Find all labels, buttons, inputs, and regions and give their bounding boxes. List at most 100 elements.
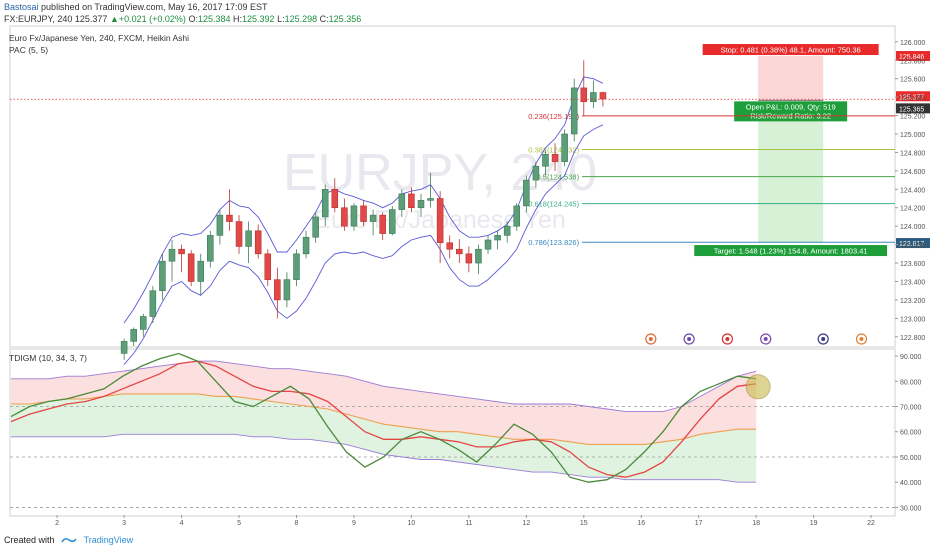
candle-body bbox=[331, 189, 339, 209]
candle-body bbox=[408, 193, 415, 209]
event-markers[interactable] bbox=[645, 333, 868, 345]
candle bbox=[446, 235, 453, 259]
stop-zone[interactable] bbox=[758, 56, 824, 101]
stop-label-box bbox=[702, 44, 879, 56]
candle bbox=[264, 249, 272, 287]
low-label: L: bbox=[277, 14, 285, 24]
candle-body bbox=[570, 87, 578, 135]
candle bbox=[408, 187, 415, 213]
price-tick-label: 124.600 bbox=[900, 169, 925, 176]
candle-body bbox=[216, 214, 224, 236]
candle bbox=[293, 249, 300, 287]
candle-body bbox=[293, 253, 300, 280]
time-tick-label: 15 bbox=[580, 520, 588, 527]
tdi-signal-line bbox=[10, 360, 757, 478]
candle bbox=[312, 212, 319, 243]
entry-price-axis-label-box bbox=[896, 103, 930, 114]
candle bbox=[561, 129, 568, 167]
candle-body bbox=[178, 248, 185, 255]
fib-level-label: 0.382(124.832) bbox=[528, 145, 579, 154]
candle bbox=[369, 209, 377, 236]
price-tick-label: 123.400 bbox=[900, 279, 925, 286]
candle-body bbox=[465, 253, 473, 264]
tdi-tick-label: 70.000 bbox=[900, 405, 922, 412]
candle bbox=[226, 189, 233, 231]
open-value: 125.384 bbox=[197, 14, 231, 24]
candle-body bbox=[551, 153, 559, 162]
candle bbox=[254, 224, 262, 259]
entry-price-axis-label: 125.365 bbox=[899, 106, 924, 113]
candle-body bbox=[140, 316, 147, 330]
candle-body bbox=[446, 242, 453, 250]
tdi-indicator-label[interactable]: TDIGM (10, 34, 3, 7) bbox=[9, 353, 87, 363]
candle-body bbox=[254, 230, 262, 255]
target-price-axis-label: 123.817 bbox=[899, 241, 924, 248]
candle-body bbox=[321, 189, 329, 218]
candle bbox=[580, 60, 588, 116]
candle bbox=[360, 200, 367, 227]
time-tick-label: 11 bbox=[465, 520, 472, 527]
candle-body bbox=[379, 214, 386, 234]
pac-indicator-label[interactable]: PAC (5, 5) bbox=[9, 45, 49, 55]
candle bbox=[331, 178, 339, 213]
candle bbox=[341, 198, 348, 231]
price-axis[interactable]: 126.000 125.800 125.600 125.400 125.200 125.0… bbox=[895, 40, 925, 342]
tdi-axis[interactable]: 90.000 80.000 70.000 60.000 50.000 40.000 30.0… bbox=[895, 354, 922, 512]
candle-body bbox=[398, 193, 406, 210]
time-axis[interactable]: 2 3 4 5 8 9 10 11 12 15 16 17 18 19 22 bbox=[55, 515, 875, 527]
time-tick-label: 16 bbox=[637, 520, 645, 527]
fib-level-label: 0.236(125.196) bbox=[528, 112, 579, 121]
time-tick-label: 22 bbox=[867, 520, 875, 527]
price-tick-label: 125.600 bbox=[900, 77, 925, 84]
candle bbox=[168, 240, 176, 282]
high-label: H: bbox=[233, 14, 243, 24]
price-tick-label: 125.400 bbox=[900, 95, 925, 102]
target-zone[interactable] bbox=[758, 100, 824, 244]
candle-body bbox=[599, 92, 607, 100]
candle bbox=[130, 327, 137, 346]
candle bbox=[417, 193, 425, 217]
up-arrow-icon: ▲ bbox=[109, 14, 119, 24]
time-tick-label: 12 bbox=[522, 520, 530, 527]
tdi-middle-line bbox=[11, 393, 757, 445]
low-value: 125.298 bbox=[284, 14, 318, 24]
candle bbox=[456, 239, 463, 264]
candle-body bbox=[532, 165, 540, 181]
close-value: 125.356 bbox=[328, 14, 362, 24]
candle bbox=[465, 246, 473, 273]
time-tick-label: 5 bbox=[237, 520, 241, 527]
author-link[interactable]: Bastosai bbox=[4, 2, 39, 12]
time-tick-label: 8 bbox=[295, 520, 299, 527]
event-marker-dot bbox=[687, 337, 692, 341]
main-pane bbox=[9, 25, 896, 348]
tradingview-brand[interactable]: TradingView bbox=[83, 535, 134, 545]
candles bbox=[120, 60, 607, 360]
candle bbox=[149, 286, 157, 323]
candle bbox=[216, 209, 224, 245]
fib-retracement[interactable]: 0.236(125.196) 0.382(124.832) 0.5(124.538)… bbox=[528, 112, 895, 247]
tdi-lower-band bbox=[11, 433, 757, 483]
candle-body bbox=[120, 341, 128, 354]
price-change: +0.021 (+0.02%) bbox=[118, 14, 186, 24]
open-pnl-label: Open P&L: 0.009, Qty: 519 bbox=[746, 102, 836, 111]
tdi-tick-label: 30.000 bbox=[900, 505, 922, 512]
tdi-highlight-circle[interactable] bbox=[745, 374, 771, 400]
candle bbox=[427, 172, 434, 208]
price-tick-label: 125.200 bbox=[900, 114, 925, 121]
candle-body bbox=[130, 329, 137, 342]
price-tick-label: 126.000 bbox=[900, 40, 925, 47]
target-label-box bbox=[694, 245, 888, 257]
target-price-axis-label-box bbox=[896, 238, 930, 249]
candle-body bbox=[503, 225, 511, 236]
candle bbox=[494, 230, 501, 250]
tdi-tick-label: 50.000 bbox=[900, 455, 922, 462]
candle bbox=[197, 253, 205, 296]
tdi-tick-label: 90.000 bbox=[900, 354, 922, 361]
candle bbox=[398, 189, 406, 217]
last-price-axis-label: 125.377 bbox=[899, 94, 924, 101]
tdi-tick-label: 40.000 bbox=[900, 480, 922, 487]
price-tick-label: 124.000 bbox=[900, 224, 925, 231]
tdi-indicator bbox=[10, 352, 895, 508]
tdi-rsi-line bbox=[10, 352, 757, 483]
